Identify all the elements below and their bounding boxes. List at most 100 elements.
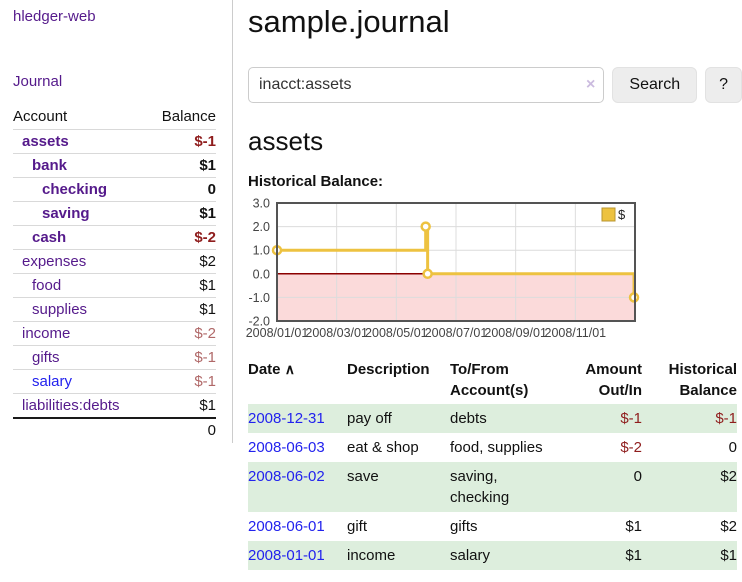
account-balance: $1: [147, 201, 216, 226]
accounts-header-balance: Balance: [161, 108, 216, 125]
transaction-description: income: [347, 547, 396, 564]
transaction-accounts: salary: [450, 547, 491, 564]
account-row: cash $-2: [13, 225, 216, 250]
accounts-tree: Account Balance assets $-1 bank $1 checkin…: [13, 106, 216, 442]
register-header-description: Description: [347, 361, 430, 378]
transaction-balance: $2: [720, 468, 737, 485]
transaction-date-link[interactable]: 2008-01-01: [248, 547, 325, 564]
svg-text:2.0: 2.0: [253, 220, 270, 234]
register-row: 2008-01-01 income salary $1 $1: [248, 541, 737, 570]
svg-text:1.0: 1.0: [253, 244, 270, 258]
transaction-amount: $1: [625, 547, 642, 564]
account-balance: $-2: [147, 225, 216, 250]
app-title-link[interactable]: hledger-web: [13, 8, 96, 25]
account-balance: $1: [147, 393, 216, 418]
account-balance: 0: [147, 177, 216, 202]
search-button[interactable]: Search: [612, 67, 698, 103]
search-form: × Search ?: [248, 67, 742, 103]
transaction-description: eat & shop: [347, 439, 419, 456]
transaction-amount: 0: [633, 468, 642, 485]
help-button[interactable]: ?: [705, 67, 742, 103]
account-link-bank[interactable]: bank: [32, 157, 68, 174]
account-link-salary[interactable]: salary: [32, 373, 73, 390]
account-link-liabilities-debts[interactable]: liabilities:debts: [22, 397, 120, 414]
account-link-gifts[interactable]: gifts: [32, 349, 60, 366]
account-link-expenses[interactable]: expenses: [22, 253, 87, 270]
page-title: sample.journal: [248, 4, 450, 39]
accounts-header-account: Account: [13, 108, 68, 125]
svg-text:3.0: 3.0: [253, 197, 270, 211]
transaction-balance: $2: [720, 518, 737, 535]
svg-text:0.0: 0.0: [253, 267, 270, 281]
transaction-date-link[interactable]: 2008-06-03: [248, 439, 325, 456]
chart-canvas: 3.0 2.0 1.0 0.0 -1.0 -2.02008/01/012008/03/01…: [246, 197, 640, 340]
register-header-amount: Amount Out/In: [585, 361, 642, 399]
register-table: Date ∧ Description To/From Account(s) Am…: [248, 356, 737, 570]
account-row: expenses $2: [13, 249, 216, 274]
account-balance: $1: [147, 273, 216, 298]
account-link-cash[interactable]: cash: [32, 229, 67, 246]
register-row: 2008-06-02 save saving, checking 0 $2: [248, 462, 737, 512]
account-link-supplies[interactable]: supplies: [32, 301, 88, 318]
clear-search-icon[interactable]: ×: [586, 76, 596, 93]
account-balance: $-2: [147, 321, 216, 346]
transaction-description: gift: [347, 518, 368, 535]
transaction-date-link[interactable]: 2008-06-01: [248, 518, 325, 535]
account-row: bank $1: [13, 153, 216, 178]
svg-text:-1.0: -1.0: [248, 291, 270, 305]
account-link-assets[interactable]: assets: [22, 133, 69, 150]
register-row: 2008-12-31 pay off debts $-1 $-1: [248, 404, 737, 433]
transaction-accounts: debts: [450, 410, 487, 427]
account-row: checking 0: [13, 177, 216, 202]
transaction-balance: $1: [720, 547, 737, 564]
sidebar: hledger-web Journal Account Balance asse…: [0, 0, 232, 442]
accounts-total: 0: [147, 417, 216, 442]
transaction-amount: $-1: [620, 410, 642, 427]
svg-text:$: $: [618, 207, 626, 222]
svg-text:-2.0: -2.0: [248, 315, 270, 329]
account-balance: $-1: [147, 129, 216, 154]
register-header-accounts: To/From Account(s): [450, 361, 529, 399]
sidebar-divider: [232, 0, 233, 443]
register-header-balance: Historical Balance: [668, 361, 737, 399]
search-box: ×: [248, 67, 605, 103]
transaction-accounts: food, supplies: [450, 439, 543, 456]
transaction-balance: $-1: [715, 410, 737, 427]
account-heading: assets: [248, 126, 324, 156]
svg-text:2008/03/01: 2008/03/01: [305, 326, 368, 340]
register-row: 2008-06-01 gift gifts $1 $2: [248, 512, 737, 541]
account-row: assets $-1: [13, 129, 216, 154]
account-link-food[interactable]: food: [32, 277, 62, 294]
account-link-checking[interactable]: checking: [42, 181, 108, 198]
account-row: supplies $1: [13, 297, 216, 322]
search-input[interactable]: [248, 67, 605, 103]
register-header-date[interactable]: Date: [248, 361, 281, 378]
transaction-balance: 0: [728, 439, 737, 456]
transaction-amount: $1: [625, 518, 642, 535]
account-row: salary $-1: [13, 369, 216, 394]
transaction-date-link[interactable]: 2008-12-31: [248, 410, 325, 427]
account-link-saving[interactable]: saving: [42, 205, 90, 222]
transaction-accounts: gifts: [450, 518, 478, 535]
account-row: gifts $-1: [13, 345, 216, 370]
transaction-description: pay off: [347, 410, 392, 427]
account-row: saving $1: [13, 201, 216, 226]
account-row: food $1: [13, 273, 216, 298]
transaction-amount: $-2: [620, 439, 642, 456]
account-link-income[interactable]: income: [22, 325, 71, 342]
account-balance: $1: [147, 297, 216, 322]
register-header-row: Date ∧ Description To/From Account(s) Am…: [248, 356, 737, 404]
chart-label: Historical Balance:: [248, 173, 384, 190]
svg-text:2008/07/01: 2008/07/01: [425, 326, 488, 340]
transaction-description: save: [347, 468, 379, 485]
sidebar-item-journal[interactable]: Journal: [13, 73, 63, 90]
account-balance: $-1: [147, 369, 216, 394]
svg-text:2008/11/01: 2008/11/01: [545, 326, 607, 340]
transaction-date-link[interactable]: 2008-06-02: [248, 468, 325, 485]
account-balance: $1: [147, 153, 216, 178]
account-row: liabilities:debts $1: [13, 393, 216, 418]
historical-balance-chart: 3.0 2.0 1.0 0.0 -1.0 -2.0 2008/01/01 2008/03/01…: [246, 197, 742, 345]
account-row: income $-2: [13, 321, 216, 346]
account-balance: $2: [147, 249, 216, 274]
svg-text:2008/01/01: 2008/01/01: [246, 326, 309, 340]
